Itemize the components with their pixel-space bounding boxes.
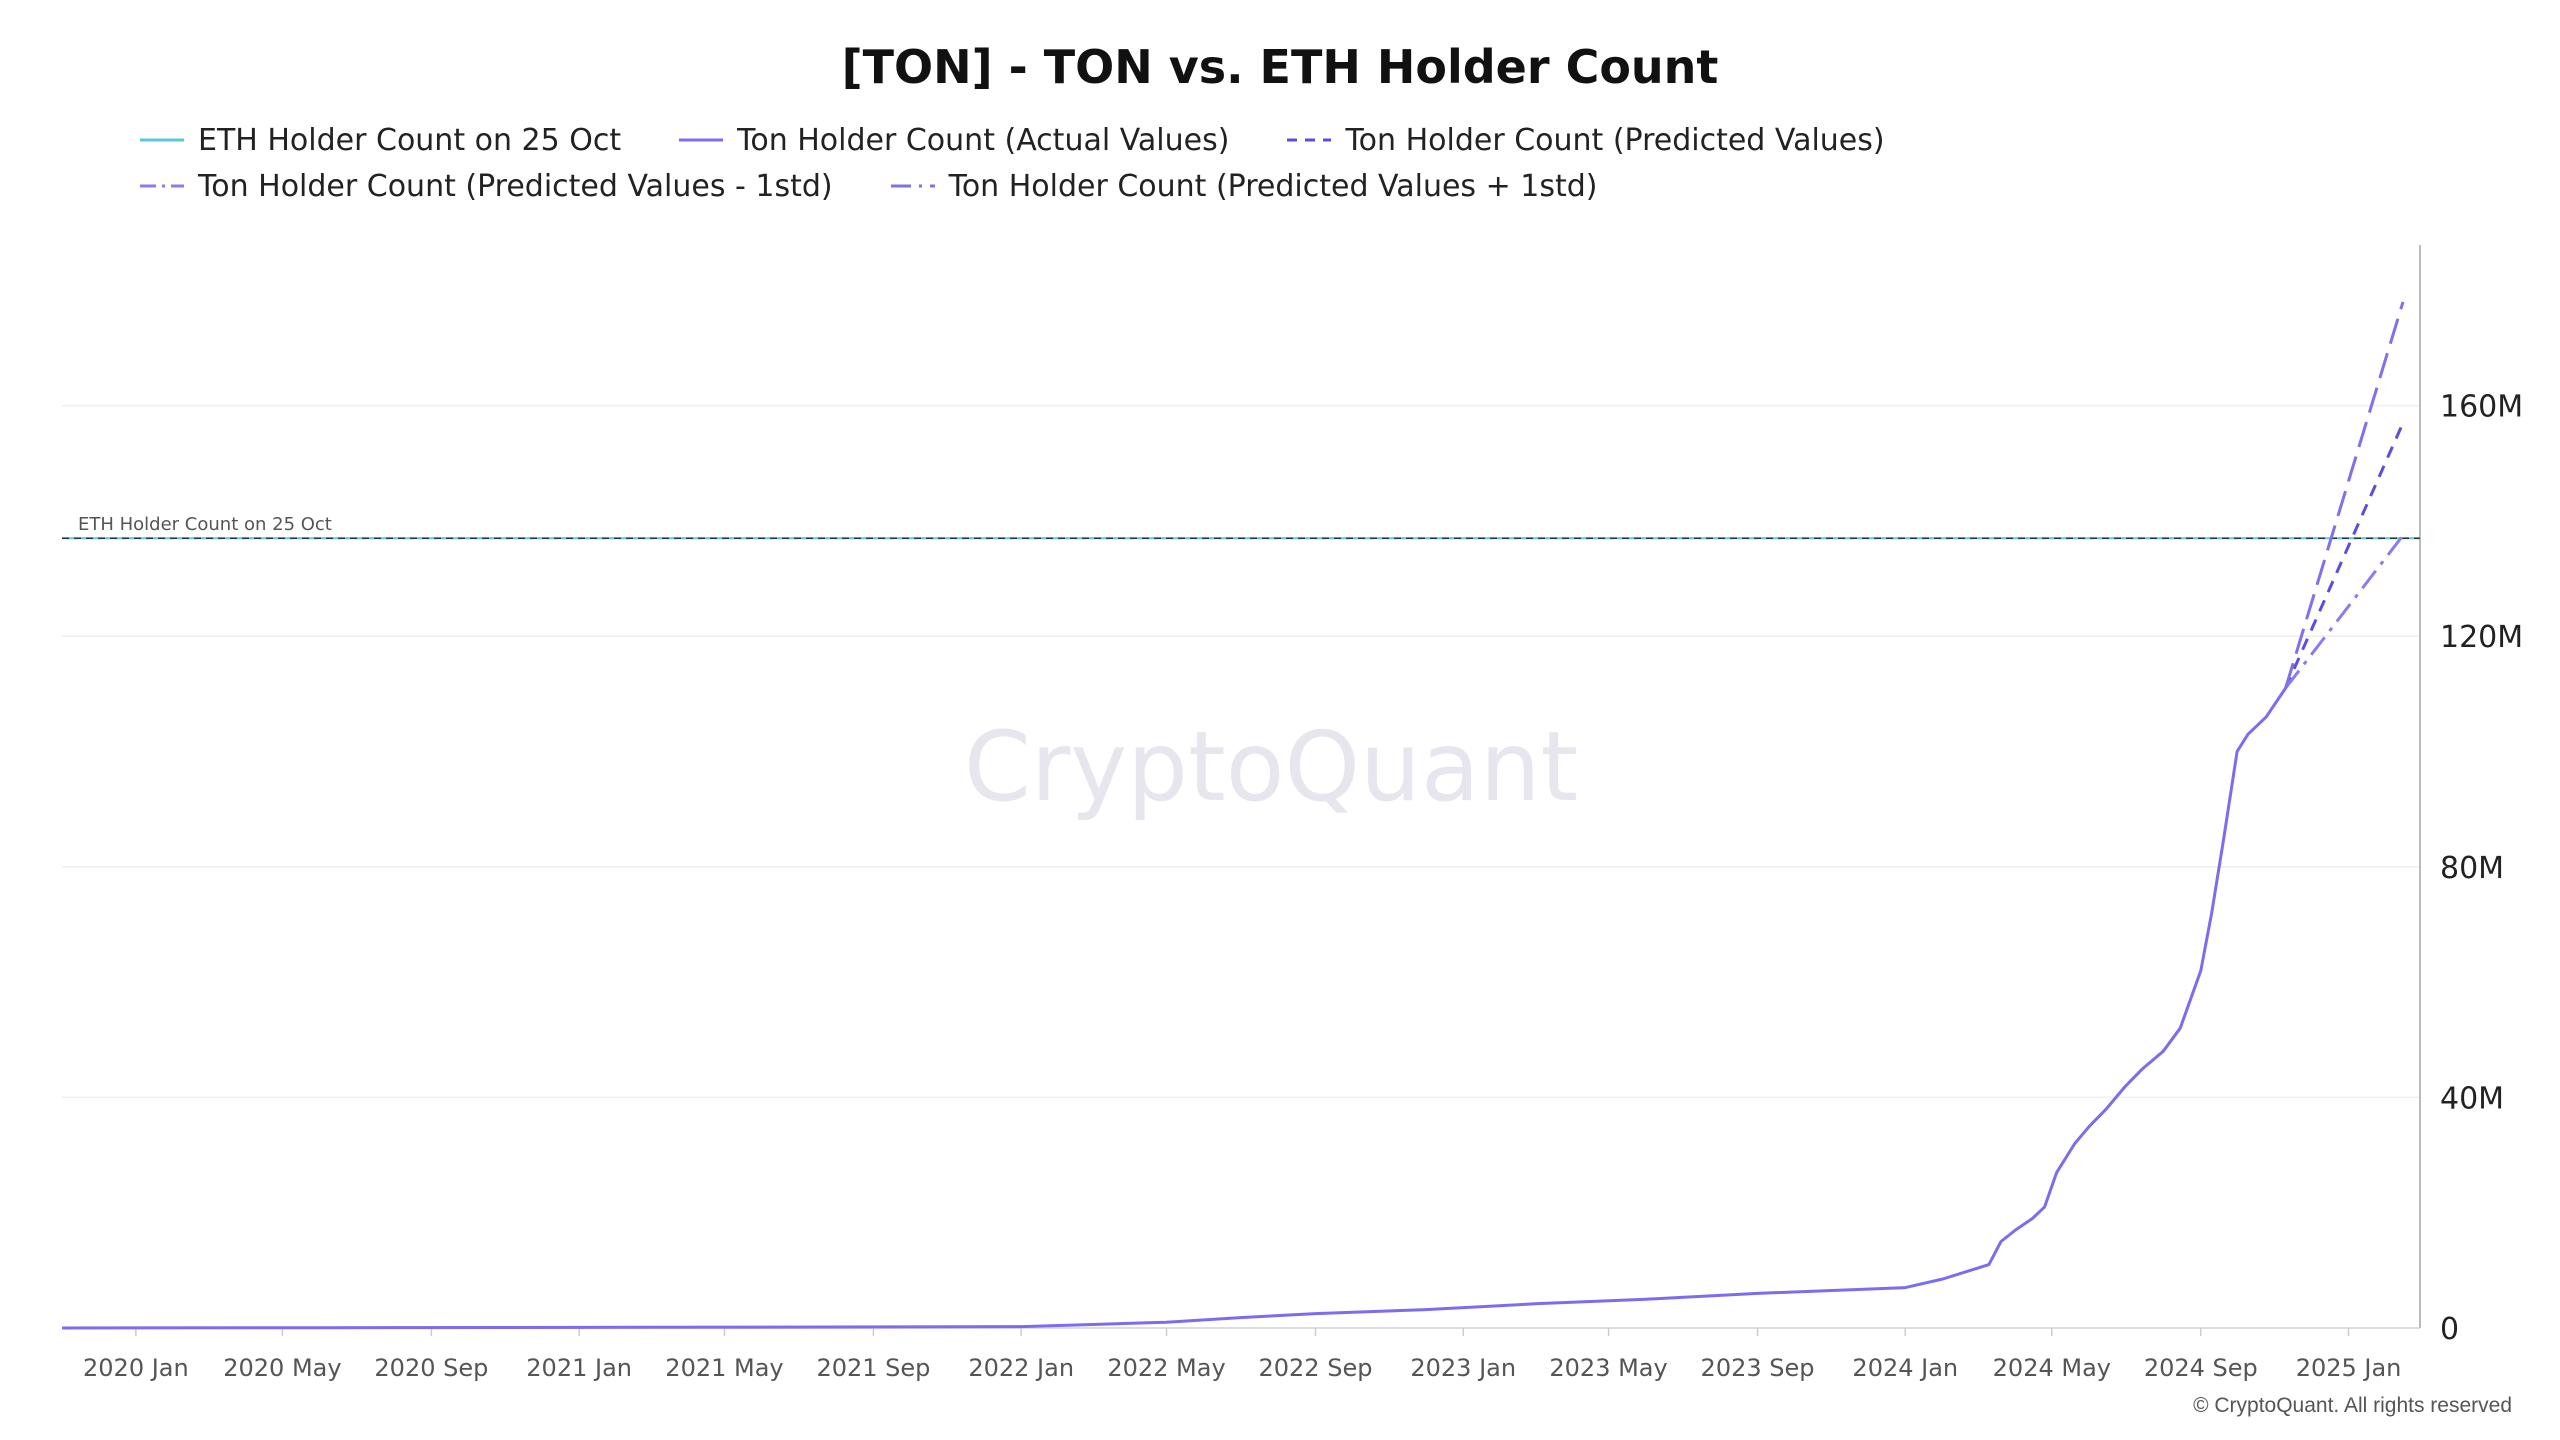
- x-tick-label: 2022 Sep: [1259, 1354, 1373, 1382]
- x-tick-label: 2021 May: [665, 1354, 783, 1382]
- x-tick-label: 2022 Jan: [968, 1354, 1074, 1382]
- series-line-2[interactable]: [2284, 422, 2405, 689]
- x-tick-label: 2020 Sep: [374, 1354, 488, 1382]
- legend-item-ton-minus[interactable]: Ton Holder Count (Predicted Values - 1st…: [140, 168, 833, 204]
- legend-item-eth[interactable]: ETH Holder Count on 25 Oct: [140, 122, 621, 158]
- y-tick-label: 160M: [2440, 390, 2523, 425]
- y-tick-label: 0: [2440, 1312, 2459, 1347]
- y-tick-label: 80M: [2440, 851, 2504, 886]
- x-tick-label: 2025 Jan: [2296, 1354, 2402, 1382]
- series-line-3[interactable]: [2284, 534, 2405, 690]
- grid-lines: [62, 404, 2420, 1099]
- legend-label-ton-predicted: Ton Holder Count (Predicted Values): [1345, 122, 1885, 158]
- y-tick-label: 40M: [2440, 1081, 2504, 1116]
- legend-item-ton-actual[interactable]: Ton Holder Count (Actual Values): [679, 122, 1229, 158]
- y-tick-label: 120M: [2440, 620, 2523, 655]
- legend-label-eth: ETH Holder Count on 25 Oct: [198, 122, 622, 158]
- x-tick-label: 2023 Sep: [1701, 1354, 1815, 1382]
- series-lines: [61, 301, 2420, 1330]
- x-axis: 2020 Jan 2020 May 2020 Sep 2021 Jan 2021 May…: [62, 1327, 2420, 1382]
- x-tick-label: 2024 May: [1993, 1354, 2111, 1382]
- x-tick-label: 2024 Sep: [2144, 1354, 2258, 1382]
- legend-label-ton-minus: Ton Holder Count (Predicted Values - 1st…: [198, 168, 833, 204]
- series-line-1[interactable]: [61, 687, 2287, 1330]
- y-axis: 0 40M 80M 120M 160M: [2419, 245, 2523, 1347]
- legend-swatch-ton-actual: [679, 138, 724, 142]
- eth-annotation-label: ETH Holder Count on 25 Oct: [78, 514, 332, 535]
- legend-swatch-eth: [140, 138, 184, 142]
- legend: ETH Holder Count on 25 Oct Ton Holder Co…: [140, 122, 2480, 204]
- x-tick-label: 2024 Jan: [1852, 1354, 1958, 1382]
- copyright: © CryptoQuant. All rights reserved: [2193, 1394, 2512, 1417]
- legend-swatch-ton-minus: [140, 184, 184, 188]
- x-tick-label: 2021 Sep: [816, 1354, 930, 1382]
- watermark: CryptoQuant: [964, 711, 1578, 823]
- x-tick-label: 2020 Jan: [83, 1354, 189, 1382]
- chart-plot[interactable]: CryptoQuant 2020 Jan 2020 May 2020 Sep 2021…: [0, 230, 2560, 1390]
- x-tick-label: 2023 Jan: [1410, 1354, 1516, 1382]
- legend-label-ton-plus: Ton Holder Count (Predicted Values + 1st…: [948, 168, 1598, 204]
- legend-item-ton-predicted[interactable]: Ton Holder Count (Predicted Values): [1287, 122, 1885, 158]
- legend-item-ton-plus[interactable]: Ton Holder Count (Predicted Values + 1st…: [890, 168, 1598, 204]
- x-tick-label: 2022 May: [1107, 1354, 1225, 1382]
- legend-swatch-ton-plus: [890, 184, 935, 188]
- x-tick-label: 2021 Jan: [526, 1354, 632, 1382]
- legend-swatch-ton-predicted: [1287, 138, 1332, 142]
- series-line-4[interactable]: [2284, 301, 2405, 689]
- chart-title: [TON] - TON vs. ETH Holder Count: [841, 40, 1719, 94]
- x-tick-label: 2020 May: [223, 1354, 341, 1382]
- x-tick-label: 2023 May: [1549, 1354, 1667, 1382]
- legend-label-ton-actual: Ton Holder Count (Actual Values): [737, 122, 1230, 158]
